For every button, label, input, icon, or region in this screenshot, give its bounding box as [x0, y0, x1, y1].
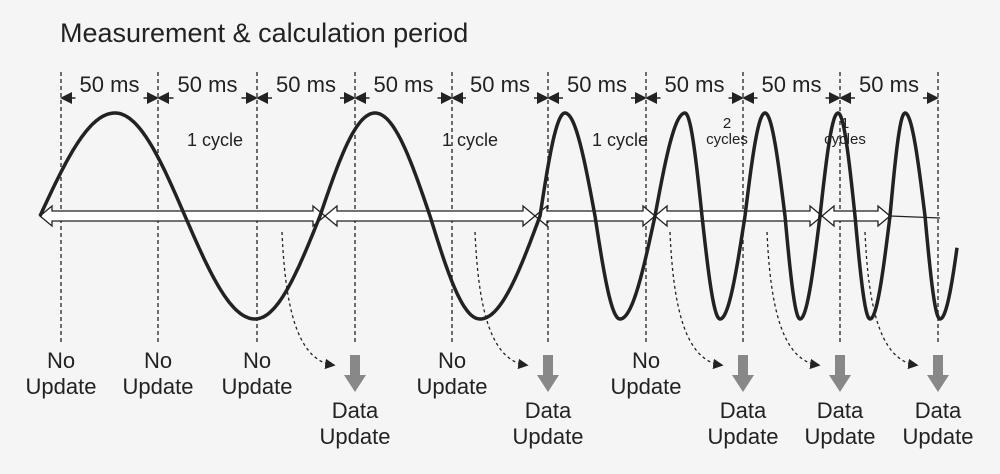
period-label: 50 ms: [859, 72, 919, 97]
status-label: Update: [903, 424, 974, 449]
cycle-label: 1 cycle: [592, 130, 648, 150]
period-label: 50 ms: [665, 72, 725, 97]
status-label: Data: [915, 398, 962, 423]
cycle-label: cycles: [706, 131, 748, 148]
update-arrow: [927, 355, 949, 392]
update-arrow: [829, 355, 851, 392]
hollow-arrow: [653, 204, 824, 228]
cycle-label: 1: [841, 115, 849, 132]
status-label: No: [144, 348, 172, 373]
status-label: Data: [720, 398, 767, 423]
status-label: Update: [26, 374, 97, 399]
status-label: Data: [525, 398, 572, 423]
status-label: Update: [513, 424, 584, 449]
period-label: 50 ms: [80, 72, 140, 97]
status-label: Data: [332, 398, 379, 423]
status-label: Update: [708, 424, 779, 449]
dotted-arrow: [669, 231, 724, 370]
period-label: 50 ms: [762, 72, 822, 97]
status-label: Update: [417, 374, 488, 399]
dotted-arrow: [474, 231, 529, 370]
period-label: 50 ms: [276, 72, 336, 97]
status-label: Update: [123, 374, 194, 399]
period-label: 50 ms: [178, 72, 238, 97]
status-label: No: [438, 348, 466, 373]
update-arrow: [732, 355, 754, 392]
status-label: Update: [805, 424, 876, 449]
update-arrow: [537, 355, 559, 392]
period-label: 50 ms: [470, 72, 530, 97]
dotted-arrow: [864, 231, 919, 370]
title: Measurement & calculation period: [60, 18, 468, 48]
status-label: No: [243, 348, 271, 373]
status-label: Update: [222, 374, 293, 399]
dotted-arrow: [281, 231, 336, 370]
cycle-label: 1 cycle: [442, 130, 498, 150]
status-label: Update: [611, 374, 682, 399]
status-label: No: [632, 348, 660, 373]
cycle-label: 2: [723, 115, 731, 132]
period-label: 50 ms: [374, 72, 434, 97]
cycle-label: cycles: [824, 131, 866, 148]
status-label: Update: [320, 424, 391, 449]
axis-line: [889, 215, 941, 219]
update-arrow: [344, 355, 366, 392]
waveform: [38, 111, 959, 321]
status-label: Data: [817, 398, 864, 423]
period-label: 50 ms: [567, 72, 627, 97]
status-label: No: [47, 348, 75, 373]
dotted-arrow: [766, 231, 821, 370]
cycle-label: 1 cycle: [187, 130, 243, 150]
